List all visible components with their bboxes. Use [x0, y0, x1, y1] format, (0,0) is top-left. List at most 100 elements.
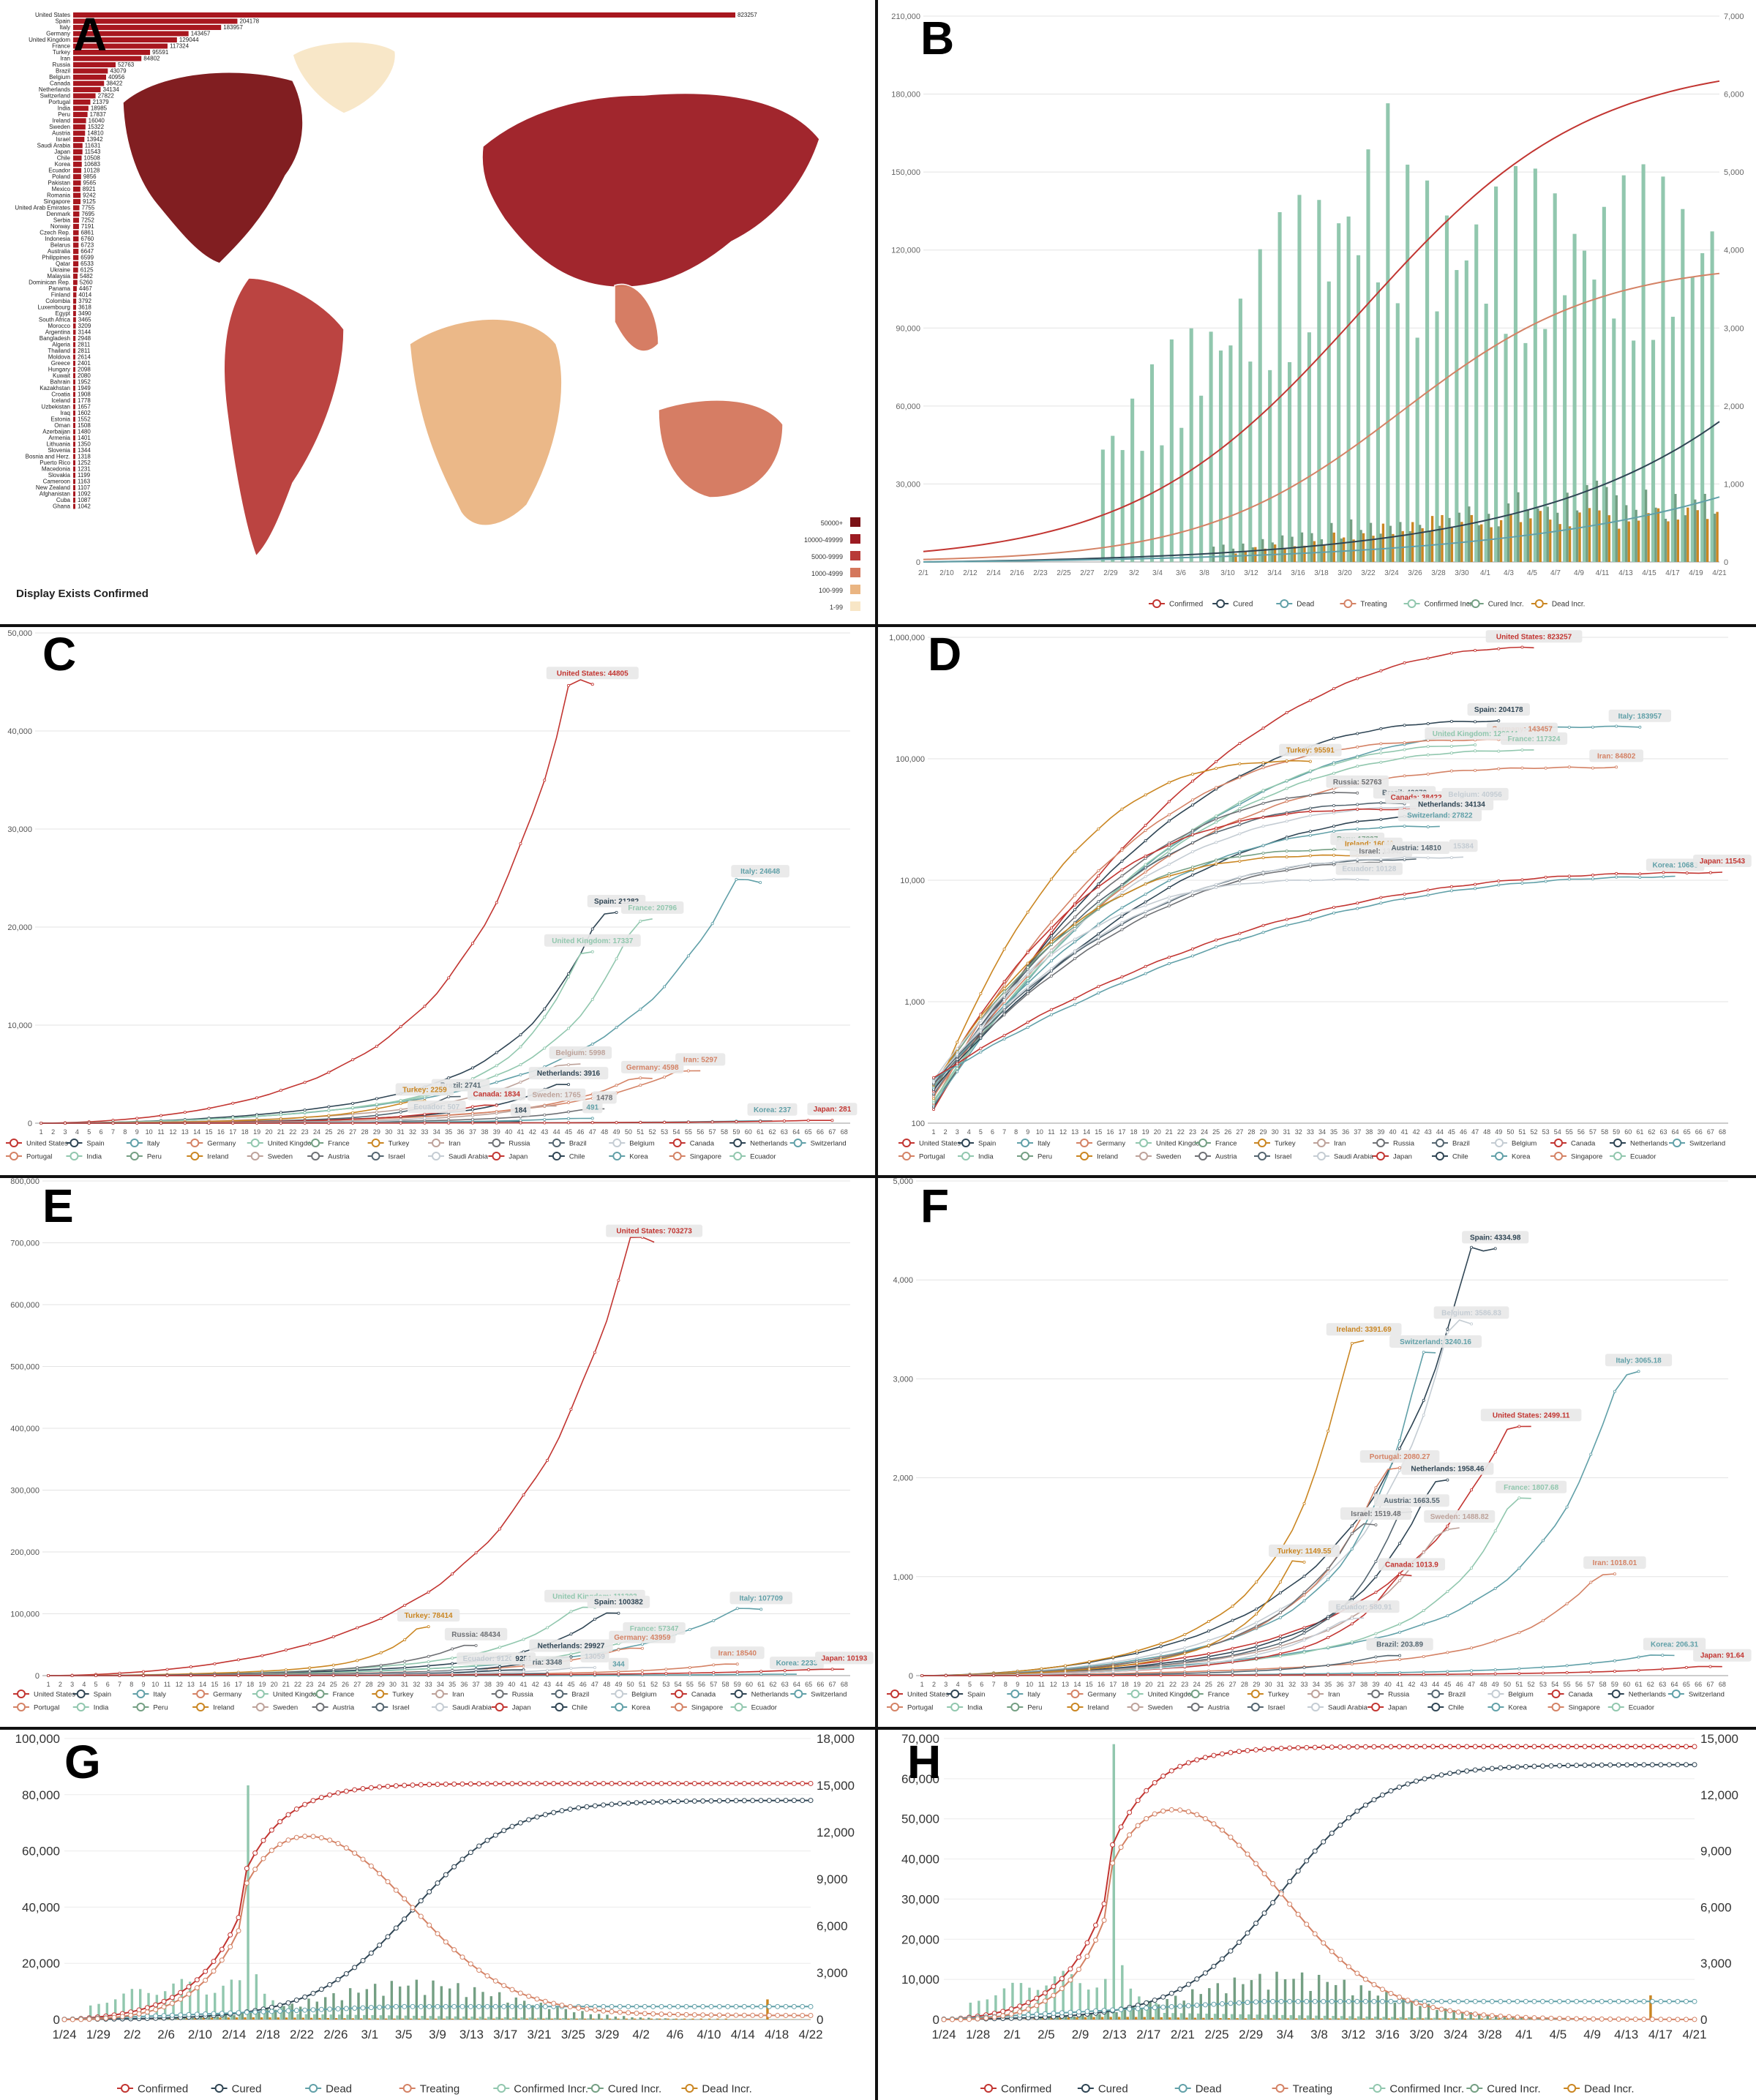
x-tick-label: 4/7	[1550, 569, 1561, 577]
bar-26	[73, 174, 81, 179]
bar-category-label: Hungary	[48, 367, 70, 373]
point-cured	[1430, 1774, 1436, 1780]
country-legend-label: Japan	[1393, 1152, 1412, 1160]
country-point	[735, 1673, 739, 1676]
country-point	[979, 1019, 983, 1023]
point-confirmed	[601, 1780, 607, 1786]
bar-cured-incr	[1089, 2014, 1093, 2020]
point-treating	[1253, 1861, 1259, 1867]
x-tick-label: 22	[1177, 1128, 1185, 1136]
country-point	[1520, 645, 1524, 649]
bar-confirmed-incr	[1612, 318, 1616, 562]
bar-value-label: 1602	[78, 410, 91, 416]
bar-cured-incr	[290, 2003, 294, 2020]
bar-confirmed-incr	[1466, 2018, 1470, 2020]
country-point	[956, 1040, 959, 1044]
point-dead	[766, 2003, 772, 2009]
country-point	[1426, 745, 1430, 749]
bar-confirmed-incr	[1149, 364, 1155, 562]
country-point	[640, 1646, 644, 1650]
country-point	[451, 1665, 454, 1669]
bar-value-label: 2811	[78, 348, 91, 354]
bar-14	[73, 100, 91, 105]
point-dead	[542, 2003, 548, 2009]
bar-cured-incr	[1452, 2010, 1455, 2020]
bar-confirmed-incr	[744, 2019, 747, 2020]
x-tick-label: 12	[1050, 1681, 1057, 1688]
bar-dead-incr	[500, 2018, 503, 2020]
country-legend-label: India	[978, 1152, 994, 1160]
country-point	[1087, 1668, 1091, 1671]
country-point	[1040, 1667, 1043, 1670]
point-treating	[385, 1879, 391, 1885]
country-point	[932, 1108, 936, 1111]
x-tick-label: 16	[1106, 1128, 1114, 1136]
bar-dead-incr	[1234, 553, 1237, 562]
bar-category-label: Serbia	[53, 217, 71, 224]
annotation-box	[1340, 1507, 1411, 1520]
annotation-label: 15384	[1453, 842, 1474, 850]
point-cured	[517, 1820, 523, 1826]
bar-39	[73, 255, 79, 260]
point-treating	[1076, 1966, 1081, 1972]
bar-value-label: 2080	[78, 372, 91, 379]
bar-50	[73, 323, 76, 329]
country-point	[1238, 832, 1242, 836]
country-point	[1426, 825, 1430, 828]
bar-confirmed-incr	[122, 1993, 125, 2020]
annotation-label: Ireland: 16040	[1345, 841, 1394, 849]
point-treating	[360, 1856, 366, 1862]
bar-cured-incr	[1349, 519, 1353, 562]
country-point	[1167, 899, 1171, 902]
bar-cured-incr	[457, 1983, 459, 2020]
bar-cured-incr	[1340, 538, 1343, 562]
point-dead	[402, 2003, 408, 2009]
vertical-divider	[875, 0, 878, 2100]
y-tick-label: 600,000	[10, 1301, 40, 1310]
point-dead	[601, 2003, 607, 2009]
bar-1	[73, 18, 238, 24]
y-tick-label: 40,000	[22, 1900, 60, 1914]
country-point	[1285, 759, 1288, 762]
country-legend-marker	[495, 1703, 504, 1711]
country-point	[1379, 801, 1383, 805]
point-confirmed	[1304, 1744, 1310, 1750]
x-tick-label: 3/20	[1409, 2028, 1433, 2041]
point-dead	[1228, 2000, 1234, 2006]
x-tick-label: 41	[1401, 1128, 1408, 1136]
bar-0	[73, 12, 735, 18]
country-point	[1565, 1664, 1569, 1668]
x-tick-label: 42	[1408, 1681, 1415, 1688]
country-point	[1207, 1659, 1210, 1662]
bar-confirmed-incr	[296, 2014, 299, 2020]
country-point	[1049, 1013, 1053, 1016]
point-treating	[1110, 1860, 1116, 1866]
x-tick-label: 22	[289, 1128, 296, 1136]
country-point	[979, 1036, 983, 1040]
country-point	[1308, 849, 1312, 852]
bar-dead-incr	[1438, 2018, 1441, 2020]
country-point	[1356, 803, 1359, 806]
bar-59	[73, 379, 75, 385]
bar-confirmed-incr	[694, 2019, 697, 2020]
country-point	[1449, 744, 1453, 748]
bar-dead-incr	[285, 2017, 288, 2020]
country-point	[94, 1673, 98, 1677]
x-tick-label: 53	[661, 1128, 668, 1136]
x-tick-label: 4/19	[1689, 569, 1703, 577]
x-tick-label: 8	[1004, 1681, 1008, 1688]
panel-b-legend-marker	[1471, 599, 1480, 608]
country-point	[1215, 841, 1218, 844]
x-tick-label: 67	[828, 1128, 836, 1136]
bar-dead-incr	[277, 2017, 279, 2020]
point-dead	[1666, 1998, 1672, 2004]
point-confirmed	[459, 1781, 465, 1787]
country-point	[1087, 1670, 1091, 1674]
bar-confirmed-incr	[1373, 2017, 1377, 2020]
country-legend-marker	[794, 1690, 803, 1698]
x-tick-label: 55	[1566, 1128, 1573, 1136]
bar-value-label: 129044	[179, 37, 199, 43]
country-point	[474, 1673, 478, 1677]
y-tick-label: 70,000	[901, 1732, 939, 1746]
country-point	[1255, 1624, 1258, 1628]
